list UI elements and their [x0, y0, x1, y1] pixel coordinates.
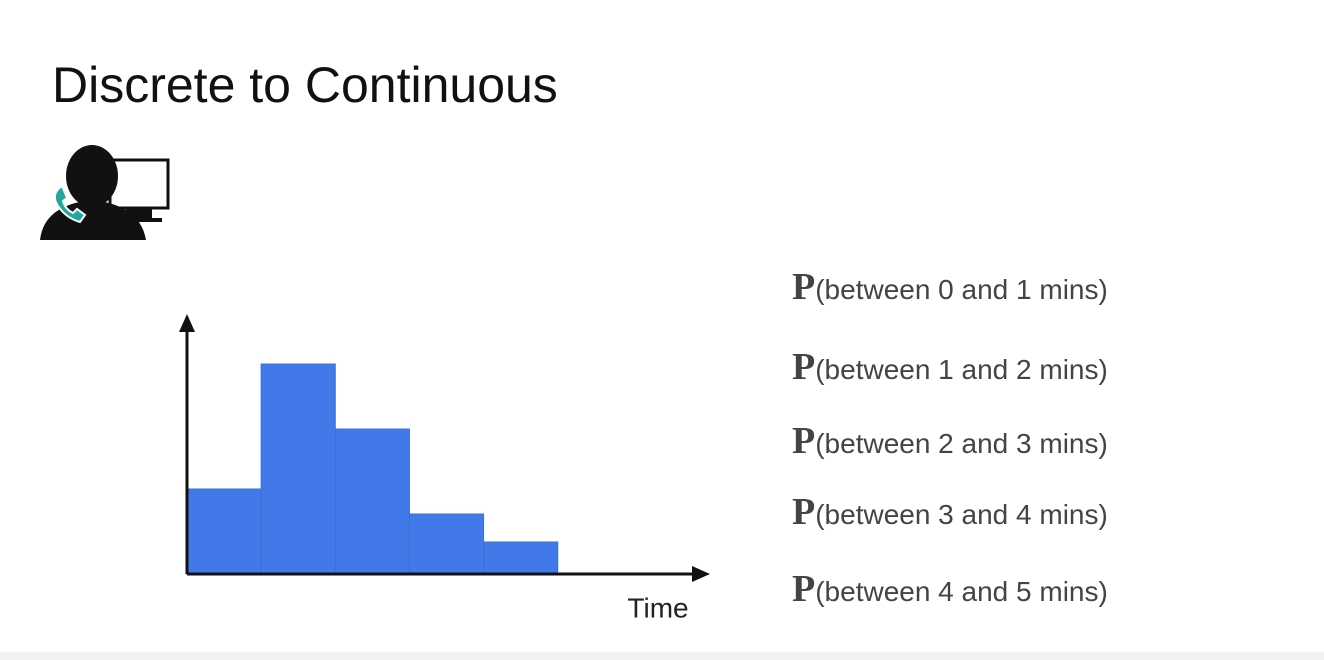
- bar: [408, 513, 485, 575]
- bar: [186, 488, 262, 575]
- probability-symbol: P: [792, 266, 816, 308]
- bar: [260, 363, 336, 575]
- bar: [483, 541, 559, 575]
- probability-symbol: P: [792, 346, 816, 388]
- probability-label: P(between 2 and 3 mins): [792, 421, 1108, 464]
- event-text: (between 1 and 2 mins): [815, 354, 1108, 385]
- event-text: (between 2 and 3 mins): [815, 428, 1108, 459]
- probability-symbol: P: [792, 491, 816, 533]
- slide-title: Discrete to Continuous: [52, 57, 558, 113]
- agent-icon: [40, 145, 170, 240]
- event-text: (between 4 and 5 mins): [815, 576, 1108, 607]
- probability-label: P(between 1 and 2 mins): [792, 347, 1108, 390]
- x-axis-label: Time: [627, 592, 688, 623]
- axes: [179, 314, 710, 582]
- event-text: (between 0 and 1 mins): [815, 274, 1108, 305]
- probability-label: P(between 0 and 1 mins): [792, 267, 1108, 310]
- probability-symbol: P: [792, 420, 816, 462]
- probability-label: P(between 3 and 4 mins): [792, 492, 1108, 535]
- probability-label: P(between 4 and 5 mins): [792, 569, 1108, 612]
- event-text: (between 3 and 4 mins): [815, 499, 1108, 530]
- footer-strip: [0, 652, 1324, 660]
- probability-symbol: P: [792, 568, 816, 610]
- bar: [334, 428, 410, 575]
